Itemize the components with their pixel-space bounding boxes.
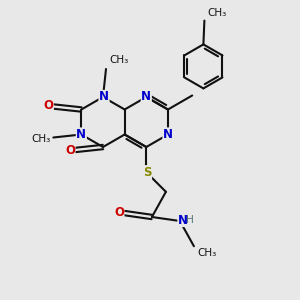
Text: CH₃: CH₃ [109,55,128,65]
Text: O: O [43,99,53,112]
Text: N: N [141,91,151,103]
Text: N: N [178,214,188,226]
Text: N: N [163,128,173,141]
Text: CH₃: CH₃ [31,134,50,143]
Text: CH₃: CH₃ [207,8,227,18]
Text: H: H [186,215,194,225]
Text: O: O [65,145,75,158]
Text: N: N [99,91,109,103]
Text: N: N [76,128,86,141]
Text: CH₃: CH₃ [197,248,216,258]
Text: O: O [114,206,124,218]
Text: S: S [143,166,152,179]
